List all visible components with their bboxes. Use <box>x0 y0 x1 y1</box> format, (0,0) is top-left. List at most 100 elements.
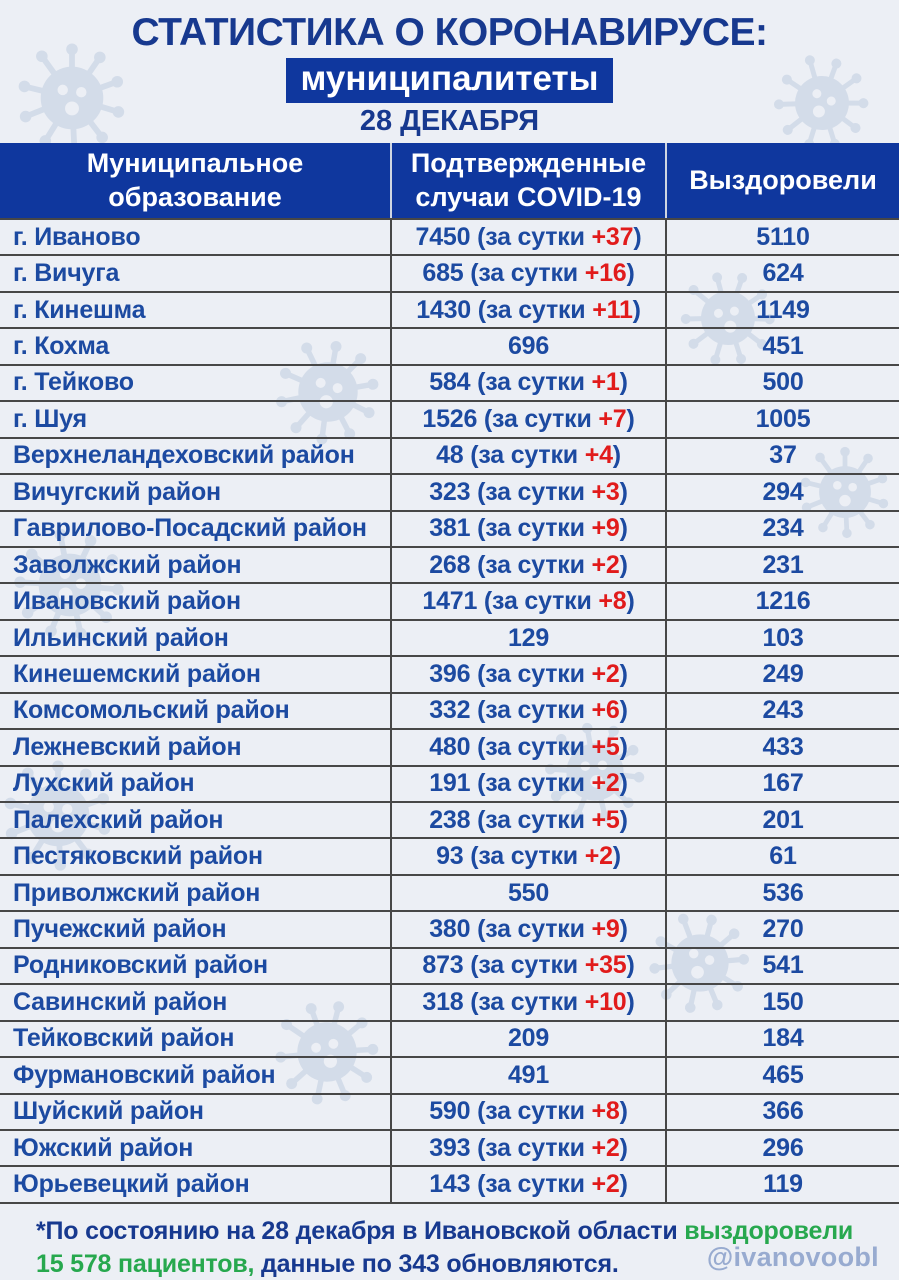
confirmed-cell: 590 (за сутки +8) <box>390 1094 665 1129</box>
confirmed-cell: 584 (за сутки +1) <box>390 365 665 401</box>
confirmed-line: 191 (за сутки +2) <box>429 769 628 798</box>
municipality-name: Приволжский район <box>13 878 261 907</box>
recovered-count: 150 <box>665 985 899 1020</box>
daily-wrap: (за сутки +9) <box>470 915 628 944</box>
municipality-name: г. Вичуга <box>13 259 120 288</box>
confirmed-cell: 93 (за сутки +2) <box>390 839 665 874</box>
confirmed-total: 480 <box>429 732 471 761</box>
daily-increase: +2 <box>584 842 613 871</box>
confirmed-total: 323 <box>429 477 471 506</box>
daily-wrap: (за сутки +16) <box>463 259 635 288</box>
table-row: г. Кохма 696 451 <box>0 327 899 364</box>
municipality-name: Тейковский район <box>13 1024 235 1053</box>
confirmed-total: 550 <box>507 878 550 907</box>
daily-wrap: (за сутки +7) <box>477 404 635 433</box>
masthead: СТАТИСТИКА О КОРОНАВИРУСЕ: муниципалитет… <box>0 0 899 143</box>
confirmed-line: 1526 (за сутки +7) <box>422 405 634 434</box>
municipality-name: Ивановский район <box>13 587 241 616</box>
municipality-name: г. Тейково <box>13 368 134 397</box>
municipality-name: Палехский район <box>13 805 224 834</box>
confirmed-line: 590 (за сутки +8) <box>429 1097 628 1126</box>
table-row: Палехский район 238 (за сутки +5) 201 <box>0 801 899 838</box>
confirmed-cell: 381 (за сутки +9) <box>390 511 665 546</box>
recovered-count: 167 <box>665 766 899 801</box>
recovered-count: 465 <box>665 1058 899 1093</box>
municipality-name: Верхнеландеховский район <box>13 441 355 470</box>
municipality-name: Лухский район <box>13 769 195 798</box>
confirmed-total: 584 <box>429 368 471 397</box>
municipality-name: Кинешемский район <box>13 659 261 688</box>
confirmed-total: 396 <box>429 659 471 688</box>
daily-increase: +2 <box>591 1170 620 1199</box>
daily-increase: +2 <box>591 550 620 579</box>
confirmed-line: 209 <box>508 1024 549 1053</box>
daily-increase: +6 <box>591 696 620 725</box>
table-row: Юрьевецкий район 143 (за сутки +2) 119 <box>0 1165 899 1202</box>
date-label: 28 ДЕКАБРЯ <box>359 105 540 138</box>
confirmed-line: 332 (за сутки +6) <box>429 696 628 725</box>
municipality-name: Заволжский район <box>13 550 242 579</box>
daily-increase: +4 <box>584 441 613 470</box>
table-row: Шуйский район 590 (за сутки +8) 366 <box>0 1092 899 1129</box>
recovered-count: 500 <box>665 365 899 401</box>
confirmed-total: 143 <box>429 1170 471 1199</box>
daily-wrap: (за сутки +2) <box>470 550 628 579</box>
table-row: Заволжский район 268 (за сутки +2) 231 <box>0 545 899 583</box>
daily-increase: +5 <box>591 732 620 761</box>
confirmed-line: 550 <box>508 879 549 908</box>
recovered-count: 249 <box>665 657 899 692</box>
daily-increase: +8 <box>598 587 627 616</box>
confirmed-total: 93 <box>436 842 464 871</box>
confirmed-total: 209 <box>507 1024 550 1053</box>
table-header: Муниципальное образование Подтвержденные… <box>0 143 899 218</box>
confirmed-cell: 491 <box>390 1058 665 1093</box>
confirmed-total: 381 <box>429 514 471 543</box>
municipality-name: Пестяковский район <box>13 842 263 871</box>
daily-wrap: (за сутки +9) <box>470 514 628 543</box>
confirmed-line: 1471 (за сутки +8) <box>422 587 634 616</box>
confirmed-line: 318 (за сутки +10) <box>422 988 634 1017</box>
table-row: г. Вичуга 685 (за сутки +16) 624 <box>0 254 899 291</box>
daily-increase: +2 <box>591 659 620 688</box>
subtitle-wrap: муниципалитеты <box>0 57 899 104</box>
recovered-count: 37 <box>665 438 899 474</box>
confirmed-cell: 873 (за сутки +35) <box>390 948 665 984</box>
confirmed-cell: 129 <box>390 620 665 656</box>
daily-increase: +35 <box>584 951 627 980</box>
recovered-count: 270 <box>665 912 899 947</box>
table-row: Приволжский район 550 536 <box>0 873 899 911</box>
confirmed-total: 191 <box>429 769 471 798</box>
recovered-count: 366 <box>665 1094 899 1129</box>
table-row: Лухский район 191 (за сутки +2) 167 <box>0 764 899 801</box>
daily-wrap: (за сутки +10) <box>463 987 635 1016</box>
confirmed-cell: 332 (за сутки +6) <box>390 693 665 729</box>
confirmed-total: 332 <box>429 696 471 725</box>
recovered-count: 1149 <box>665 292 899 328</box>
daily-increase: +10 <box>584 987 627 1016</box>
confirmed-cell: 191 (за сутки +2) <box>390 766 665 801</box>
confirmed-cell: 685 (за сутки +16) <box>390 256 665 291</box>
confirmed-line: 873 (за сутки +35) <box>422 951 634 980</box>
municipality-name: Южский район <box>13 1133 194 1162</box>
daily-increase: +8 <box>591 1097 620 1126</box>
recovered-count: 1005 <box>665 402 899 437</box>
confirmed-line: 381 (за сутки +9) <box>429 514 628 543</box>
daily-wrap: (за сутки +37) <box>470 222 642 251</box>
confirmed-line: 48 (за сутки +4) <box>436 441 621 470</box>
municipality-name: Савинский район <box>13 987 228 1016</box>
table-body: г. Иваново 7450 (за сутки +37) 5110 г. В… <box>0 218 899 1204</box>
daily-wrap: (за сутки +4) <box>463 441 621 470</box>
daily-wrap: (за сутки +2) <box>470 659 628 688</box>
confirmed-line: 7450 (за сутки +37) <box>416 223 642 252</box>
confirmed-cell: 550 <box>390 875 665 911</box>
confirmed-cell: 1471 (за сутки +8) <box>390 584 665 619</box>
recovered-count: 61 <box>665 839 899 874</box>
daily-wrap: (за сутки +6) <box>470 696 628 725</box>
confirmed-total: 685 <box>422 259 464 288</box>
confirmed-line: 396 (за сутки +2) <box>429 660 628 689</box>
table-row: Савинский район 318 (за сутки +10) 150 <box>0 983 899 1020</box>
table-row: Вичугский район 323 (за сутки +3) 294 <box>0 473 899 510</box>
daily-wrap: (за сутки +35) <box>463 951 635 980</box>
daily-wrap: (за сутки +8) <box>477 587 635 616</box>
table-row: Ильинский район 129 103 <box>0 618 899 656</box>
